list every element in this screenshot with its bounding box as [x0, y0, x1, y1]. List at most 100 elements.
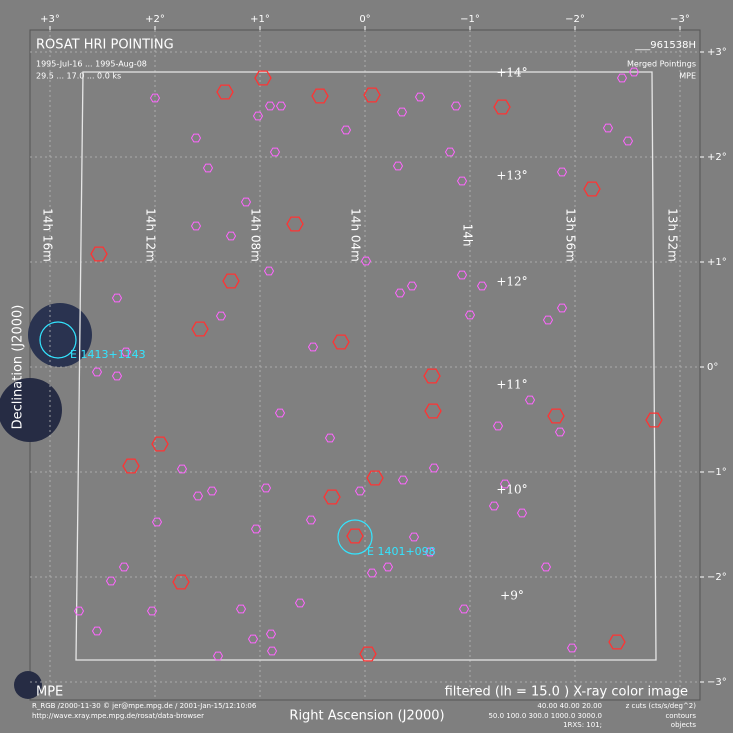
source-marker	[396, 107, 408, 117]
y-axis-label: Declination (J2000)	[11, 305, 26, 430]
top-tick-label: +1°	[250, 14, 270, 25]
source-marker	[305, 515, 317, 525]
source-marker	[428, 463, 440, 473]
source-marker	[146, 606, 158, 616]
source-marker	[215, 311, 227, 321]
source-marker	[516, 508, 528, 518]
top-tick-label: −3°	[670, 14, 690, 25]
right-tick-label: +3°	[707, 47, 727, 58]
ra-label: 14h	[461, 224, 475, 247]
source-marker	[628, 67, 640, 77]
source-marker	[260, 483, 272, 493]
bright-source-marker	[366, 470, 384, 486]
objects: 1RXS: 101;	[563, 721, 602, 729]
bright-source-marker	[608, 634, 626, 650]
grid	[30, 30, 700, 700]
source-marker	[382, 562, 394, 572]
bright-source-marker	[363, 87, 381, 103]
objects-label: objects	[671, 721, 697, 729]
contours-label: contours	[665, 712, 696, 720]
source-marker	[324, 433, 336, 443]
source-label: E 1413+1143	[70, 348, 146, 361]
dec-label: +14°	[496, 66, 527, 80]
right-tick-label: −3°	[707, 677, 727, 688]
source-marker	[307, 342, 319, 352]
right-tick-label: +1°	[707, 257, 727, 268]
exposure: 29.5 ... 17.0 ... 0.0 ks	[36, 72, 121, 81]
source-marker	[105, 576, 117, 586]
org: MPE	[679, 72, 696, 81]
sources	[73, 67, 663, 662]
right-tick-label: 0°	[707, 362, 718, 373]
source-marker	[151, 517, 163, 527]
footer-org: MPE	[36, 685, 63, 700]
x-axis-label: Right Ascension (J2000)	[289, 709, 444, 724]
source-marker	[366, 568, 378, 578]
source-marker	[250, 524, 262, 534]
dec-label: +13°	[496, 169, 527, 183]
pointing-id: ___961538H	[634, 40, 696, 51]
bright-source-marker	[172, 574, 190, 590]
source-marker	[406, 281, 418, 291]
source-marker	[190, 221, 202, 231]
source-marker	[265, 629, 277, 639]
ra-label: 14h 08m	[249, 208, 263, 262]
source-marker	[622, 136, 634, 146]
ra-label: 13h 56m	[564, 208, 578, 262]
source-marker	[73, 606, 85, 616]
source-marker	[274, 408, 286, 418]
source-marker	[192, 491, 204, 501]
source-marker	[263, 266, 275, 276]
ra-label: 14h 12m	[144, 208, 158, 262]
top-tick-label: +3°	[40, 14, 60, 25]
source-marker	[212, 651, 224, 661]
source-marker	[444, 147, 456, 157]
source-marker	[450, 101, 462, 111]
source-marker	[360, 256, 372, 266]
bright-source-marker	[222, 273, 240, 289]
source-marker	[252, 111, 264, 121]
bright-source-marker	[359, 646, 377, 662]
source-marker	[235, 604, 247, 614]
bright-source-marker	[90, 246, 108, 262]
xray-blob	[14, 671, 42, 699]
source-marker	[264, 101, 276, 111]
source-marker	[118, 562, 130, 572]
source-marker	[202, 163, 214, 173]
source-marker	[464, 310, 476, 320]
footer-mode: filtered (lh = 15.0 ) X-ray color image	[445, 685, 688, 700]
contours: 50.0 100.0 300.0 1000.0 3000.0	[488, 712, 602, 720]
field-outline	[75, 71, 657, 661]
source-marker	[120, 347, 132, 357]
source-marker	[456, 176, 468, 186]
bright-source-marker	[493, 99, 511, 115]
source-marker	[111, 371, 123, 381]
bright-source-marker	[191, 321, 209, 337]
title: ROSAT HRI POINTING	[36, 38, 174, 53]
url: http://wave.xray.mpe.mpg.de/rosat/data-b…	[32, 712, 204, 720]
top-tick-label: −1°	[460, 14, 480, 25]
source-marker	[492, 421, 504, 431]
dec-label: +12°	[496, 275, 527, 289]
source-marker	[269, 147, 281, 157]
bright-source-marker	[151, 436, 169, 452]
bright-source-marker	[332, 334, 350, 350]
source-marker	[266, 646, 278, 656]
source-marker	[340, 125, 352, 135]
bright-source-marker	[423, 368, 441, 384]
source-marker	[602, 123, 614, 133]
source-marker	[91, 367, 103, 377]
ra-label: 14h 16m	[41, 208, 55, 262]
source-marker	[408, 532, 420, 542]
bright-source-marker	[424, 403, 442, 419]
source-marker	[414, 92, 426, 102]
dec-label: +10°	[496, 483, 527, 497]
source-marker	[616, 73, 628, 83]
source-marker	[394, 288, 406, 298]
right-tick-label: −2°	[707, 572, 727, 583]
dec-label: +11°	[496, 378, 527, 392]
source-marker	[397, 475, 409, 485]
source-marker	[554, 427, 566, 437]
source-marker	[247, 634, 259, 644]
